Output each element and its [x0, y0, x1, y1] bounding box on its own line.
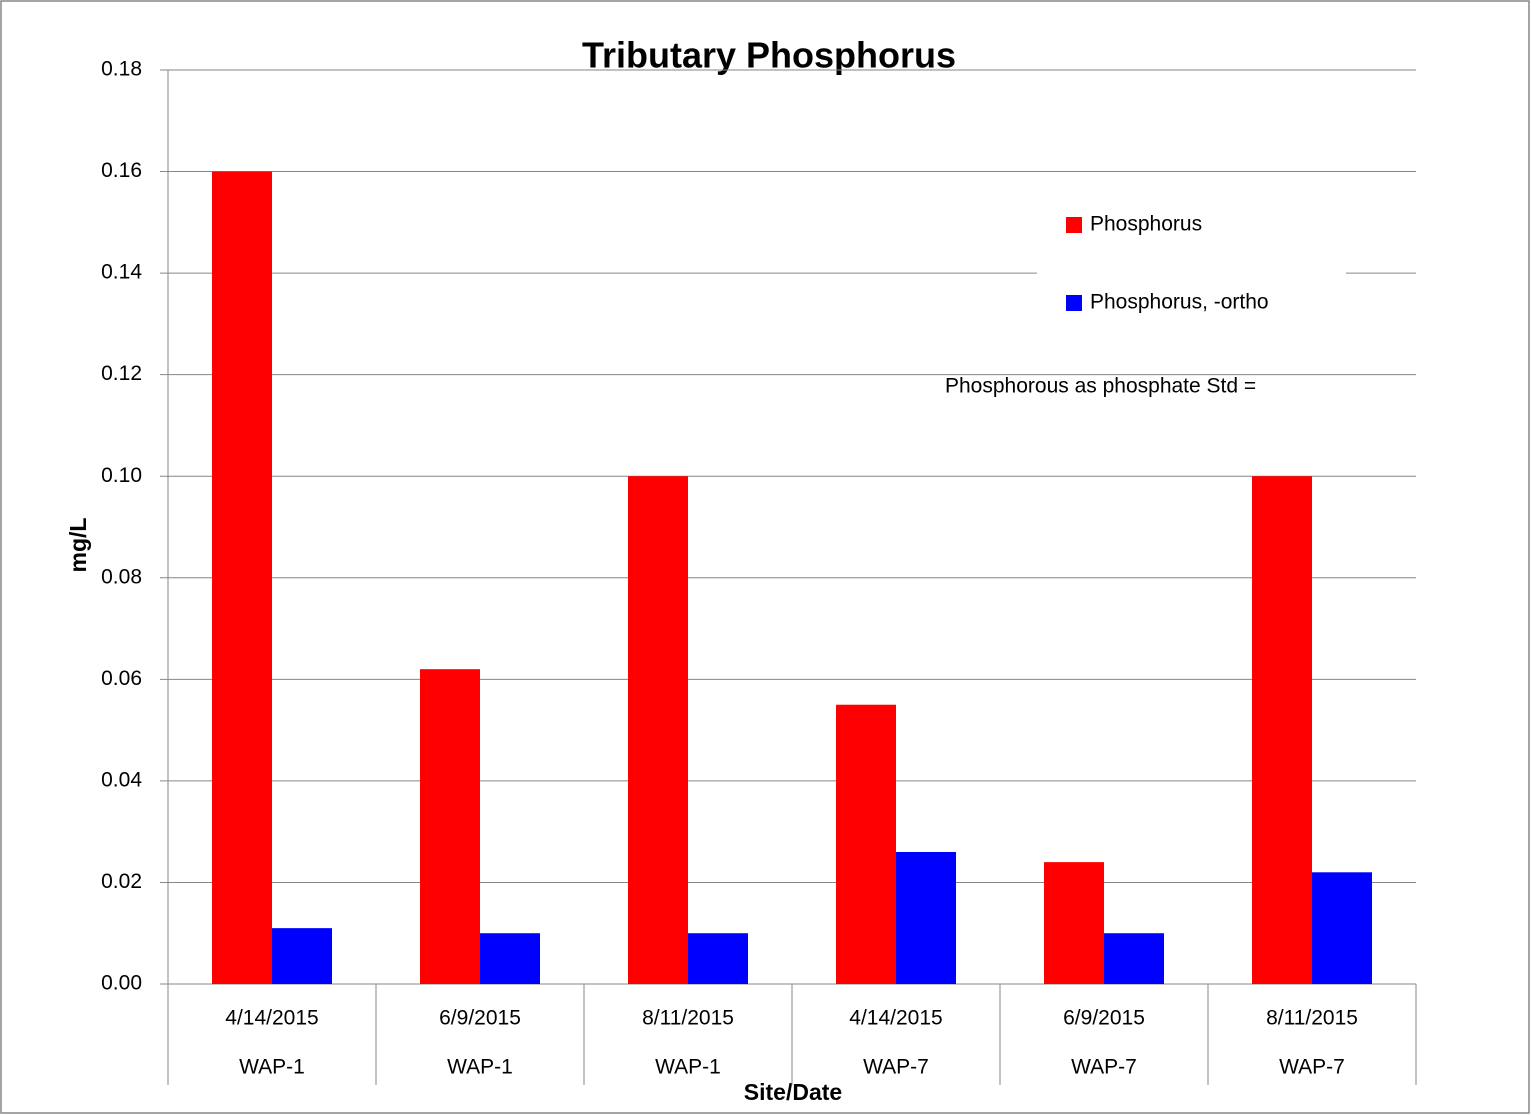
legend-swatch — [1066, 217, 1082, 233]
x-tick-label: 6/9/2015 — [1063, 1007, 1145, 1030]
y-tick-label: 0.00 — [101, 972, 142, 995]
x-tick-label: 4/14/2015 — [849, 1007, 942, 1030]
y-tick-label: 0.14 — [101, 261, 142, 284]
y-tick-label: 0.12 — [101, 362, 142, 385]
legend-label: Phosphorus, -ortho — [1090, 291, 1269, 314]
x-tick-label: 4/14/2015 — [225, 1007, 318, 1030]
x-group-label: WAP-1 — [447, 1056, 513, 1079]
bar — [420, 669, 480, 984]
bar — [688, 933, 748, 984]
x-group-label: WAP-7 — [1279, 1056, 1345, 1079]
y-axis-title: mg/L — [65, 518, 91, 573]
x-tick-label: 8/11/2015 — [642, 1007, 734, 1030]
bar — [212, 171, 272, 985]
y-tick-label: 0.04 — [101, 768, 142, 791]
x-tick-label: 6/9/2015 — [439, 1007, 521, 1030]
y-tick-label: 0.10 — [101, 464, 142, 487]
y-tick-label: 0.02 — [101, 870, 142, 893]
bar — [628, 476, 688, 984]
legend-label: Phosphorus — [1090, 213, 1202, 236]
x-tick-label: 8/11/2015 — [1266, 1007, 1358, 1030]
bar — [272, 928, 332, 984]
annotation: Phosphorous as phosphate Std = — [945, 375, 1256, 398]
bar — [1252, 476, 1312, 984]
bar — [1044, 862, 1104, 984]
bar — [1104, 933, 1164, 984]
x-axis-title: Site/Date — [744, 1079, 842, 1105]
x-group-label: WAP-7 — [1071, 1056, 1137, 1079]
chart-title: Tributary Phosphorus — [582, 35, 956, 76]
x-group-label: WAP-7 — [863, 1056, 929, 1079]
y-tick-label: 0.18 — [101, 58, 142, 81]
bar — [480, 933, 540, 984]
y-tick-label: 0.06 — [101, 667, 142, 690]
x-group-label: WAP-1 — [239, 1056, 305, 1079]
y-tick-label: 0.08 — [101, 565, 142, 588]
legend-background — [1037, 195, 1346, 331]
x-group-label: WAP-1 — [655, 1056, 721, 1079]
bar — [1312, 872, 1372, 984]
y-tick-label: 0.16 — [101, 159, 142, 182]
bar — [896, 851, 956, 984]
legend-swatch — [1066, 295, 1082, 311]
bar — [836, 704, 896, 984]
